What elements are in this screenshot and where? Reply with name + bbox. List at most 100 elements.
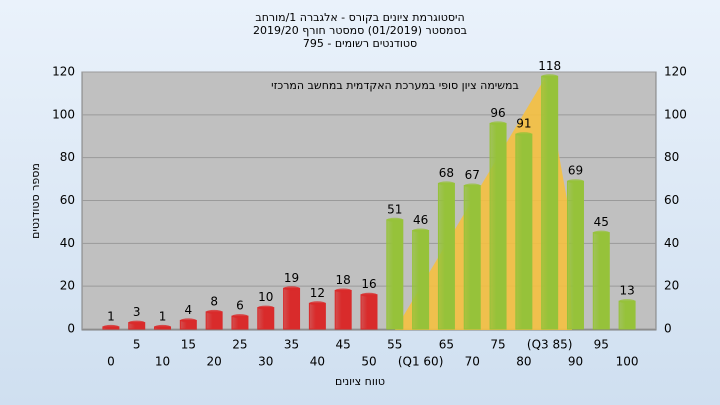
- x-tick-label: 15: [181, 338, 196, 352]
- bar-cap: [309, 301, 326, 306]
- y2-tick-label: 20: [664, 279, 679, 293]
- bar-cap: [231, 314, 248, 319]
- data-label: 16: [361, 277, 376, 291]
- x-axis-label: טווח ציונים: [335, 375, 385, 388]
- y2-tick-label: 0: [664, 322, 672, 336]
- bar: [489, 122, 507, 330]
- x-tick-label: 95: [594, 338, 609, 352]
- y-tick-label: 60: [60, 193, 75, 207]
- x-tick-label: (Q1 60): [398, 355, 444, 369]
- bar-cap: [515, 132, 532, 137]
- x-tick-label: 5: [133, 338, 141, 352]
- bar-cap: [541, 74, 558, 79]
- bar: [283, 287, 301, 330]
- bar-cap: [438, 181, 455, 186]
- data-label: 67: [465, 168, 480, 182]
- y-tick-label: 120: [52, 65, 75, 79]
- data-label: 45: [594, 215, 609, 229]
- data-label: 91: [516, 117, 531, 131]
- data-label: 8: [210, 294, 218, 308]
- x-tick-label: 70: [465, 355, 480, 369]
- bar: [360, 294, 378, 330]
- bar: [386, 219, 404, 330]
- data-label: 1: [107, 309, 115, 323]
- data-label: 19: [284, 271, 299, 285]
- x-tick-label: 10: [155, 355, 170, 369]
- bar-cap: [206, 309, 223, 314]
- x-tick-label: 20: [207, 355, 222, 369]
- x-tick-label: 65: [439, 338, 454, 352]
- data-label: 4: [185, 303, 193, 317]
- bar: [308, 302, 326, 330]
- bar: [257, 307, 275, 330]
- data-label: 69: [568, 164, 583, 178]
- bar: [618, 300, 636, 330]
- data-label: 3: [133, 305, 141, 319]
- x-tick-label: 55: [387, 338, 402, 352]
- y-tick-label: 80: [60, 150, 75, 164]
- bar-cap: [257, 305, 274, 310]
- x-tick-label: 80: [516, 355, 531, 369]
- data-label: 68: [439, 166, 454, 180]
- bar-cap: [619, 299, 636, 304]
- y2-tick-label: 120: [664, 65, 687, 79]
- data-label: 12: [310, 286, 325, 300]
- bar: [592, 232, 610, 330]
- y-tick-label: 20: [60, 279, 75, 293]
- x-tick-label: 45: [336, 338, 351, 352]
- data-label: 96: [490, 106, 505, 120]
- bar-cap: [128, 320, 145, 325]
- x-tick-label: 50: [361, 355, 376, 369]
- data-label: 10: [258, 290, 273, 304]
- chart-subtitle: בסמסטר (01/2019) סמסטר חורף 2019/20: [253, 24, 467, 37]
- y2-tick-label: 40: [664, 236, 679, 250]
- y2-tick-label: 80: [664, 150, 679, 164]
- annotation: במשימה ציון סופי במערכת האקדמית במחשב המ…: [271, 79, 519, 92]
- bar: [334, 289, 352, 330]
- x-tick-label: 25: [232, 338, 247, 352]
- x-tick-label: (Q3 85): [527, 338, 573, 352]
- bar-cap: [386, 217, 403, 222]
- bar: [437, 182, 455, 330]
- data-label: 1: [159, 309, 167, 323]
- y2-tick-label: 60: [664, 193, 679, 207]
- data-label: 46: [413, 213, 428, 227]
- data-label: 13: [619, 284, 634, 298]
- bar: [566, 180, 584, 330]
- bar-cap: [567, 179, 584, 184]
- bar-cap: [490, 121, 507, 126]
- y-axis-label: מספר סטודנטים: [29, 163, 42, 239]
- y-tick-label: 40: [60, 236, 75, 250]
- bar: [412, 229, 430, 330]
- bar: [515, 133, 533, 330]
- data-label: 51: [387, 202, 402, 216]
- x-tick-label: 35: [284, 338, 299, 352]
- bar-cap: [464, 183, 481, 188]
- bar-cap: [102, 324, 119, 329]
- x-tick-label: 90: [568, 355, 583, 369]
- x-tick-label: 75: [490, 338, 505, 352]
- x-tick-label: 30: [258, 355, 273, 369]
- bar-cap: [412, 228, 429, 233]
- chart-subtitle: סטודנטים רשומים - 795: [303, 37, 417, 50]
- bar: [205, 311, 223, 330]
- y2-tick-label: 100: [664, 107, 687, 121]
- y-tick-label: 0: [67, 322, 75, 336]
- bar-cap: [154, 324, 171, 329]
- bar-cap: [593, 230, 610, 235]
- data-label: 18: [336, 273, 351, 287]
- y-tick-label: 100: [52, 107, 75, 121]
- data-label: 118: [538, 59, 561, 73]
- x-tick-label: 100: [616, 355, 639, 369]
- chart-title: היסטוגרמת ציונים בקורס - אלגברה 1/מורחב: [255, 11, 464, 24]
- bar: [463, 185, 481, 330]
- bar-cap: [361, 292, 377, 297]
- data-label: 6: [236, 299, 244, 313]
- bar: [541, 75, 559, 330]
- bar-cap: [335, 288, 352, 293]
- x-tick-label: 40: [310, 355, 325, 369]
- bar-cap: [283, 286, 300, 291]
- bar-cap: [180, 318, 197, 323]
- x-tick-label: 0: [107, 355, 115, 369]
